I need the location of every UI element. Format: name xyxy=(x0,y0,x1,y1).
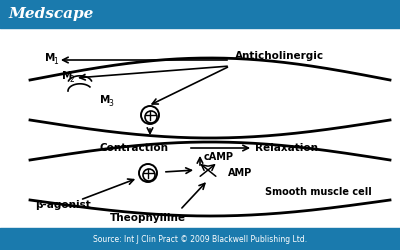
Text: Smooth muscle cell: Smooth muscle cell xyxy=(265,187,372,197)
Text: Source: Int J Clin Pract © 2009 Blackwell Publishing Ltd.: Source: Int J Clin Pract © 2009 Blackwel… xyxy=(93,234,307,244)
Text: Contraction: Contraction xyxy=(100,143,169,153)
Text: M: M xyxy=(100,95,110,105)
Text: M: M xyxy=(62,71,72,81)
Text: 2: 2 xyxy=(70,74,75,84)
Text: β-agonist: β-agonist xyxy=(35,200,91,210)
Text: M: M xyxy=(45,53,55,63)
Text: Relaxation: Relaxation xyxy=(255,143,318,153)
Text: Theophylline: Theophylline xyxy=(110,213,186,223)
Text: Medscape: Medscape xyxy=(8,7,93,21)
Text: Anticholinergic: Anticholinergic xyxy=(235,51,324,61)
Text: AMP: AMP xyxy=(228,168,252,178)
Text: 1: 1 xyxy=(53,56,58,66)
Text: 3: 3 xyxy=(108,98,113,108)
Text: cAMP: cAMP xyxy=(204,152,234,162)
